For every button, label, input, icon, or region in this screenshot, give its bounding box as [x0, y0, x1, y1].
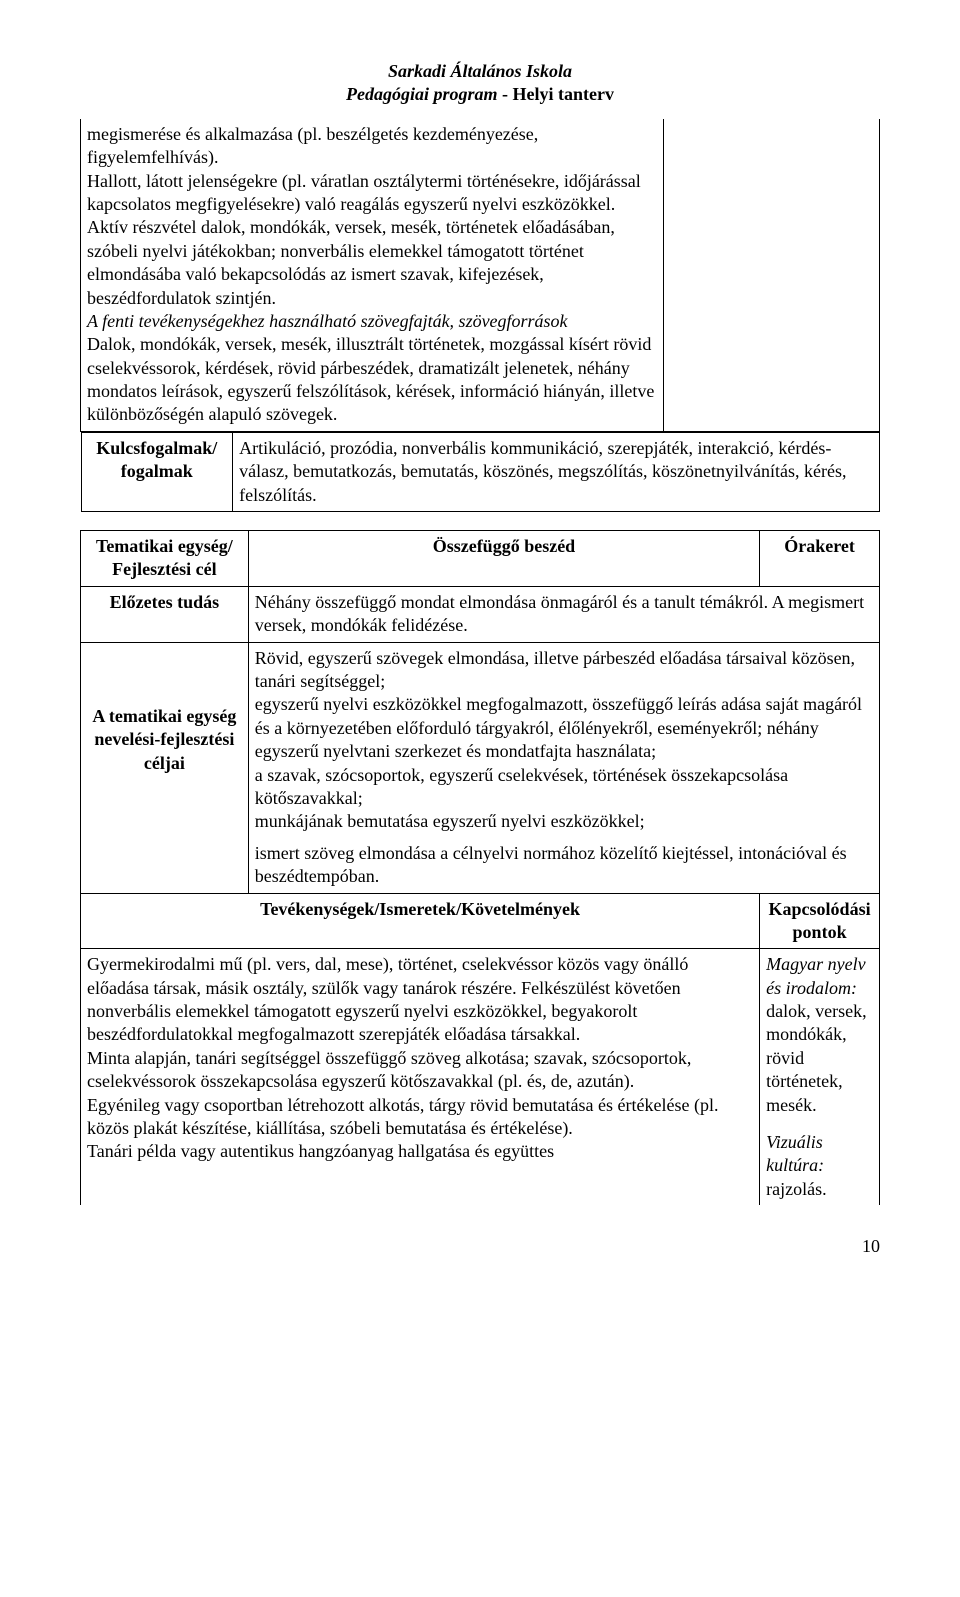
paragraph: Minta alapján, tanári segítséggel összef…	[87, 1047, 753, 1094]
t2-goals-value-a: Rövid, egyszerű szövegek elmondása, ille…	[248, 642, 879, 838]
t1-row2-wrap: Kulcsfogalmak/ fogalmak Artikuláció, pro…	[81, 431, 880, 512]
page-number: 10	[80, 1235, 880, 1258]
t1-row2-inner: Kulcsfogalmak/ fogalmak Artikuláció, pro…	[81, 432, 880, 512]
t2-unit-title: Összefüggő beszéd	[248, 531, 759, 587]
header-sub-plain: - Helyi tanterv	[498, 84, 614, 104]
paragraph: Aktív részvétel dalok, mondókák, versek,…	[87, 216, 657, 310]
paragraph: egyszerű nyelvi eszközökkel megfogalmazo…	[255, 693, 873, 763]
t2-goals-label: A tematikai egység nevelési-fejlesztési …	[81, 642, 249, 838]
paragraph: Hallott, látott jelenségekre (pl. váratl…	[87, 170, 657, 217]
paragraph: munkájának bemutatása egyszerű nyelvi es…	[255, 810, 873, 833]
links-plain: dalok, versek, mondókák, rövid története…	[766, 1001, 866, 1115]
paragraph: a szavak, szócsoportok, egyszerű cselekv…	[255, 764, 873, 811]
table-row: Előzetes tudás Néhány összefüggő mondat …	[81, 586, 880, 642]
t1-key-concepts-label: Kulcsfogalmak/ fogalmak	[81, 432, 233, 511]
t2-prior-label: Előzetes tudás	[81, 586, 249, 642]
paragraph: Gyermekirodalmi mű (pl. vers, dal, mese)…	[87, 953, 753, 1047]
table-row: Kulcsfogalmak/ fogalmak Artikuláció, pro…	[81, 432, 879, 511]
paragraph: Magyar nyelv és irodalom: dalok, versek,…	[766, 953, 873, 1117]
table-1: megismerése és alkalmazása (pl. beszélge…	[80, 119, 880, 512]
t1-key-concepts-value: Artikuláció, prozódia, nonverbális kommu…	[233, 432, 879, 511]
paragraph: Tanári példa vagy autentikus hangzóanyag…	[87, 1140, 753, 1163]
t2-activities-body: Gyermekirodalmi mű (pl. vers, dal, mese)…	[81, 949, 760, 1205]
header-sub-italic: Pedagógiai program	[346, 84, 498, 104]
paragraph: Egyénileg vagy csoportban létrehozott al…	[87, 1094, 753, 1141]
table-row: Tevékenységek/Ismeretek/Követelmények Ka…	[81, 893, 880, 949]
table-row: Gyermekirodalmi mű (pl. vers, dal, mese)…	[81, 949, 880, 1205]
links-plain: rajzolás.	[766, 1179, 826, 1199]
t2-activities-header: Tevékenységek/Ismeretek/Követelmények	[81, 893, 760, 949]
paragraph-italic: A fenti tevékenységekhez használható szö…	[87, 310, 657, 333]
t2-unit-label: Tematikai egység/ Fejlesztési cél	[81, 531, 249, 587]
paragraph: Rövid, egyszerű szövegek elmondása, ille…	[255, 647, 873, 694]
t2-goals-value-b: ismert szöveg elmondása a célnyelvi norm…	[248, 838, 879, 893]
t1-right-empty	[664, 119, 880, 432]
paragraph: ismert szöveg elmondása a célnyelvi norm…	[255, 842, 873, 889]
table-row: Kulcsfogalmak/ fogalmak Artikuláció, pro…	[81, 431, 880, 512]
t2-links-header: Kapcsolódási pontok	[760, 893, 880, 949]
table-row: A tematikai egység nevelési-fejlesztési …	[81, 642, 880, 838]
paragraph: Dalok, mondókák, versek, mesék, illusztr…	[87, 333, 657, 427]
page-header: Sarkadi Általános Iskola Pedagógiai prog…	[80, 60, 880, 107]
t1-body-cell: megismerése és alkalmazása (pl. beszélge…	[81, 119, 664, 432]
table-row: megismerése és alkalmazása (pl. beszélge…	[81, 119, 880, 432]
links-italic: Magyar nyelv és irodalom:	[766, 954, 865, 997]
header-school: Sarkadi Általános Iskola	[80, 60, 880, 83]
t2-links-body: Magyar nyelv és irodalom: dalok, versek,…	[760, 949, 880, 1205]
table-2: Tematikai egység/ Fejlesztési cél Összef…	[80, 530, 880, 1205]
spacer	[766, 1117, 873, 1131]
t2-prior-value: Néhány összefüggő mondat elmondása önmag…	[248, 586, 879, 642]
header-subtitle: Pedagógiai program - Helyi tanterv	[80, 83, 880, 106]
t2-goals-label-cont	[81, 838, 249, 893]
table-row: Tematikai egység/ Fejlesztési cél Összef…	[81, 531, 880, 587]
table-row: ismert szöveg elmondása a célnyelvi norm…	[81, 838, 880, 893]
t2-hours-label: Órakeret	[760, 531, 880, 587]
links-italic: Vizuális kultúra:	[766, 1132, 824, 1175]
paragraph: megismerése és alkalmazása (pl. beszélge…	[87, 123, 657, 170]
paragraph: Vizuális kultúra: rajzolás.	[766, 1131, 873, 1201]
